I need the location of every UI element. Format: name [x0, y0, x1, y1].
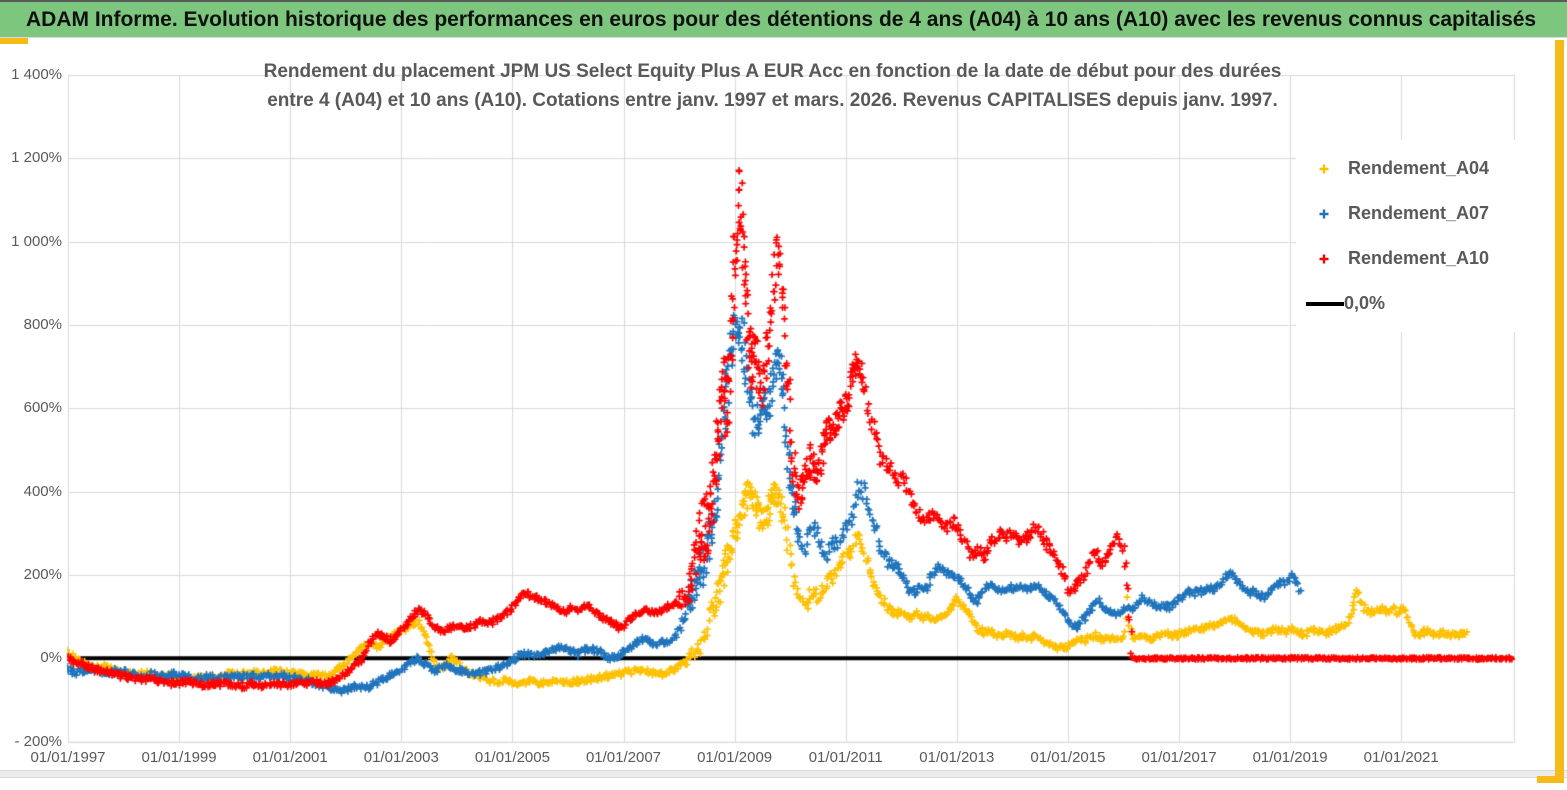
legend-item-label: Rendement_A07	[1348, 203, 1490, 223]
chart-legend: Rendement_A04 Rendement_A07 Rendement_A10 0…	[1296, 140, 1536, 332]
sheet-row-divider	[0, 770, 1567, 778]
y-axis-tick-label: 400%	[23, 482, 62, 500]
plus-marker-icon	[1306, 251, 1342, 267]
x-axis-tick-label: 01/01/2001	[252, 749, 328, 766]
x-axis-tick-label: 01/01/2013	[919, 749, 995, 766]
legend-item-label: 0,0%	[1344, 293, 1386, 313]
x-axis-tick-label: 01/01/2011	[808, 749, 883, 766]
legend-item-label: Rendement_A04	[1348, 158, 1490, 178]
x-axis-tick-label: 01/01/2003	[363, 749, 439, 766]
y-axis-tick-label: 1 200%	[11, 149, 62, 167]
legend-item: Rendement_A04	[1296, 146, 1536, 191]
y-axis-tick-label: 600%	[23, 399, 62, 417]
x-axis-tick-label: 01/01/2015	[1030, 749, 1106, 766]
x-axis-tick-label: 01/01/2021	[1363, 749, 1439, 766]
x-axis-tick-label: 01/01/2005	[474, 749, 550, 766]
x-axis-tick-label: 01/01/2019	[1252, 749, 1328, 766]
legend-item: 0,0%	[1296, 281, 1536, 326]
y-axis-tick-label: - 200%	[14, 732, 62, 750]
gold-border-right	[1555, 40, 1564, 783]
zero-line-swatch-icon	[1306, 301, 1344, 306]
gold-border-top-left	[0, 38, 28, 44]
gold-border-bottom-right	[1537, 776, 1564, 783]
plus-marker-icon	[1306, 206, 1342, 222]
plus-marker-icon	[1306, 161, 1342, 177]
y-axis-tick-label: 200%	[23, 566, 62, 584]
legend-item: Rendement_A07	[1296, 191, 1536, 236]
y-axis-tick-label: 1 000%	[11, 232, 62, 250]
y-axis-tick-label: 800%	[23, 316, 62, 333]
x-axis-tick-label: 01/01/1999	[141, 749, 217, 766]
x-axis-tick-label: 01/01/1997	[30, 749, 106, 766]
y-axis-tick-label: 1 400%	[11, 66, 62, 83]
x-axis-tick-label: 01/01/2009	[697, 749, 773, 766]
y-axis-tick-label: 0%	[40, 649, 62, 667]
legend-item-label: Rendement_A10	[1348, 248, 1490, 268]
x-axis-tick-label: 01/01/2007	[585, 749, 662, 766]
legend-item: Rendement_A10	[1296, 236, 1536, 281]
x-axis-tick-label: 01/01/2017	[1141, 749, 1217, 766]
